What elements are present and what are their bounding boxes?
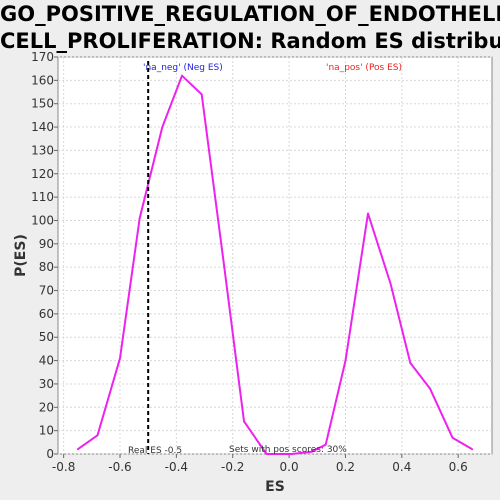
x-tick-label: 0.6 (449, 460, 468, 474)
data-point (77, 449, 79, 451)
real-es-label: Real ES -0.5 (128, 446, 182, 456)
y-tick-label: 60 (39, 307, 54, 321)
x-tick-label: -0.6 (108, 460, 131, 474)
data-point (345, 360, 347, 362)
data-point (409, 362, 411, 364)
y-tick-label: 140 (31, 120, 54, 134)
data-point (223, 266, 225, 268)
y-tick-label: 0 (46, 447, 54, 461)
y-tick-label: 100 (31, 213, 54, 227)
y-tick-label: 80 (39, 260, 54, 274)
data-point (429, 388, 431, 390)
y-tick-label: 90 (39, 237, 54, 251)
neg-es-legend: 'na_neg' (Neg ES) (143, 63, 223, 73)
y-tick-label: 130 (31, 143, 54, 157)
y-tick-label: 50 (39, 330, 54, 344)
y-tick-label: 70 (39, 284, 54, 298)
x-tick-label: -0.2 (221, 460, 244, 474)
x-axis-ticks: -0.8 -0.6 -0.4 -0.2 0.0 0.2 0.4 0.6 (52, 454, 468, 474)
data-point (181, 75, 183, 77)
data-point (367, 213, 369, 215)
y-tick-label: 10 (39, 424, 54, 438)
x-tick-label: 0.2 (336, 460, 355, 474)
data-point (471, 449, 473, 451)
x-tick-label: -0.8 (52, 460, 75, 474)
data-point (119, 357, 121, 359)
x-tick-label: 0.4 (392, 460, 411, 474)
x-axis-label: ES (265, 479, 285, 495)
x-tick-label: 0.0 (280, 460, 299, 474)
y-axis-ticks: 0 10 20 30 40 50 60 70 80 90 100 110 120 130 140 150 160… (31, 50, 58, 461)
y-tick-label: 30 (39, 377, 54, 391)
data-point (390, 283, 392, 285)
y-tick-label: 150 (31, 97, 54, 111)
pos-scores-label: Sets with pos scores: 30% (229, 445, 347, 455)
data-point (201, 94, 203, 96)
x-tick-label: -0.4 (165, 460, 188, 474)
pos-es-legend: 'na_pos' (Pos ES) (326, 63, 402, 73)
data-point (161, 126, 163, 128)
y-axis-label: P(ES) (13, 234, 29, 277)
data-point (452, 437, 454, 439)
y-tick-label: 40 (39, 354, 54, 368)
data-point (97, 435, 99, 437)
data-point (243, 421, 245, 423)
data-point (139, 217, 141, 219)
y-tick-label: 160 (31, 73, 54, 87)
y-tick-label: 110 (31, 190, 54, 204)
y-tick-label: 120 (31, 167, 54, 181)
plot-area (58, 57, 492, 454)
y-tick-label: 170 (31, 50, 54, 64)
y-tick-label: 20 (39, 400, 54, 414)
